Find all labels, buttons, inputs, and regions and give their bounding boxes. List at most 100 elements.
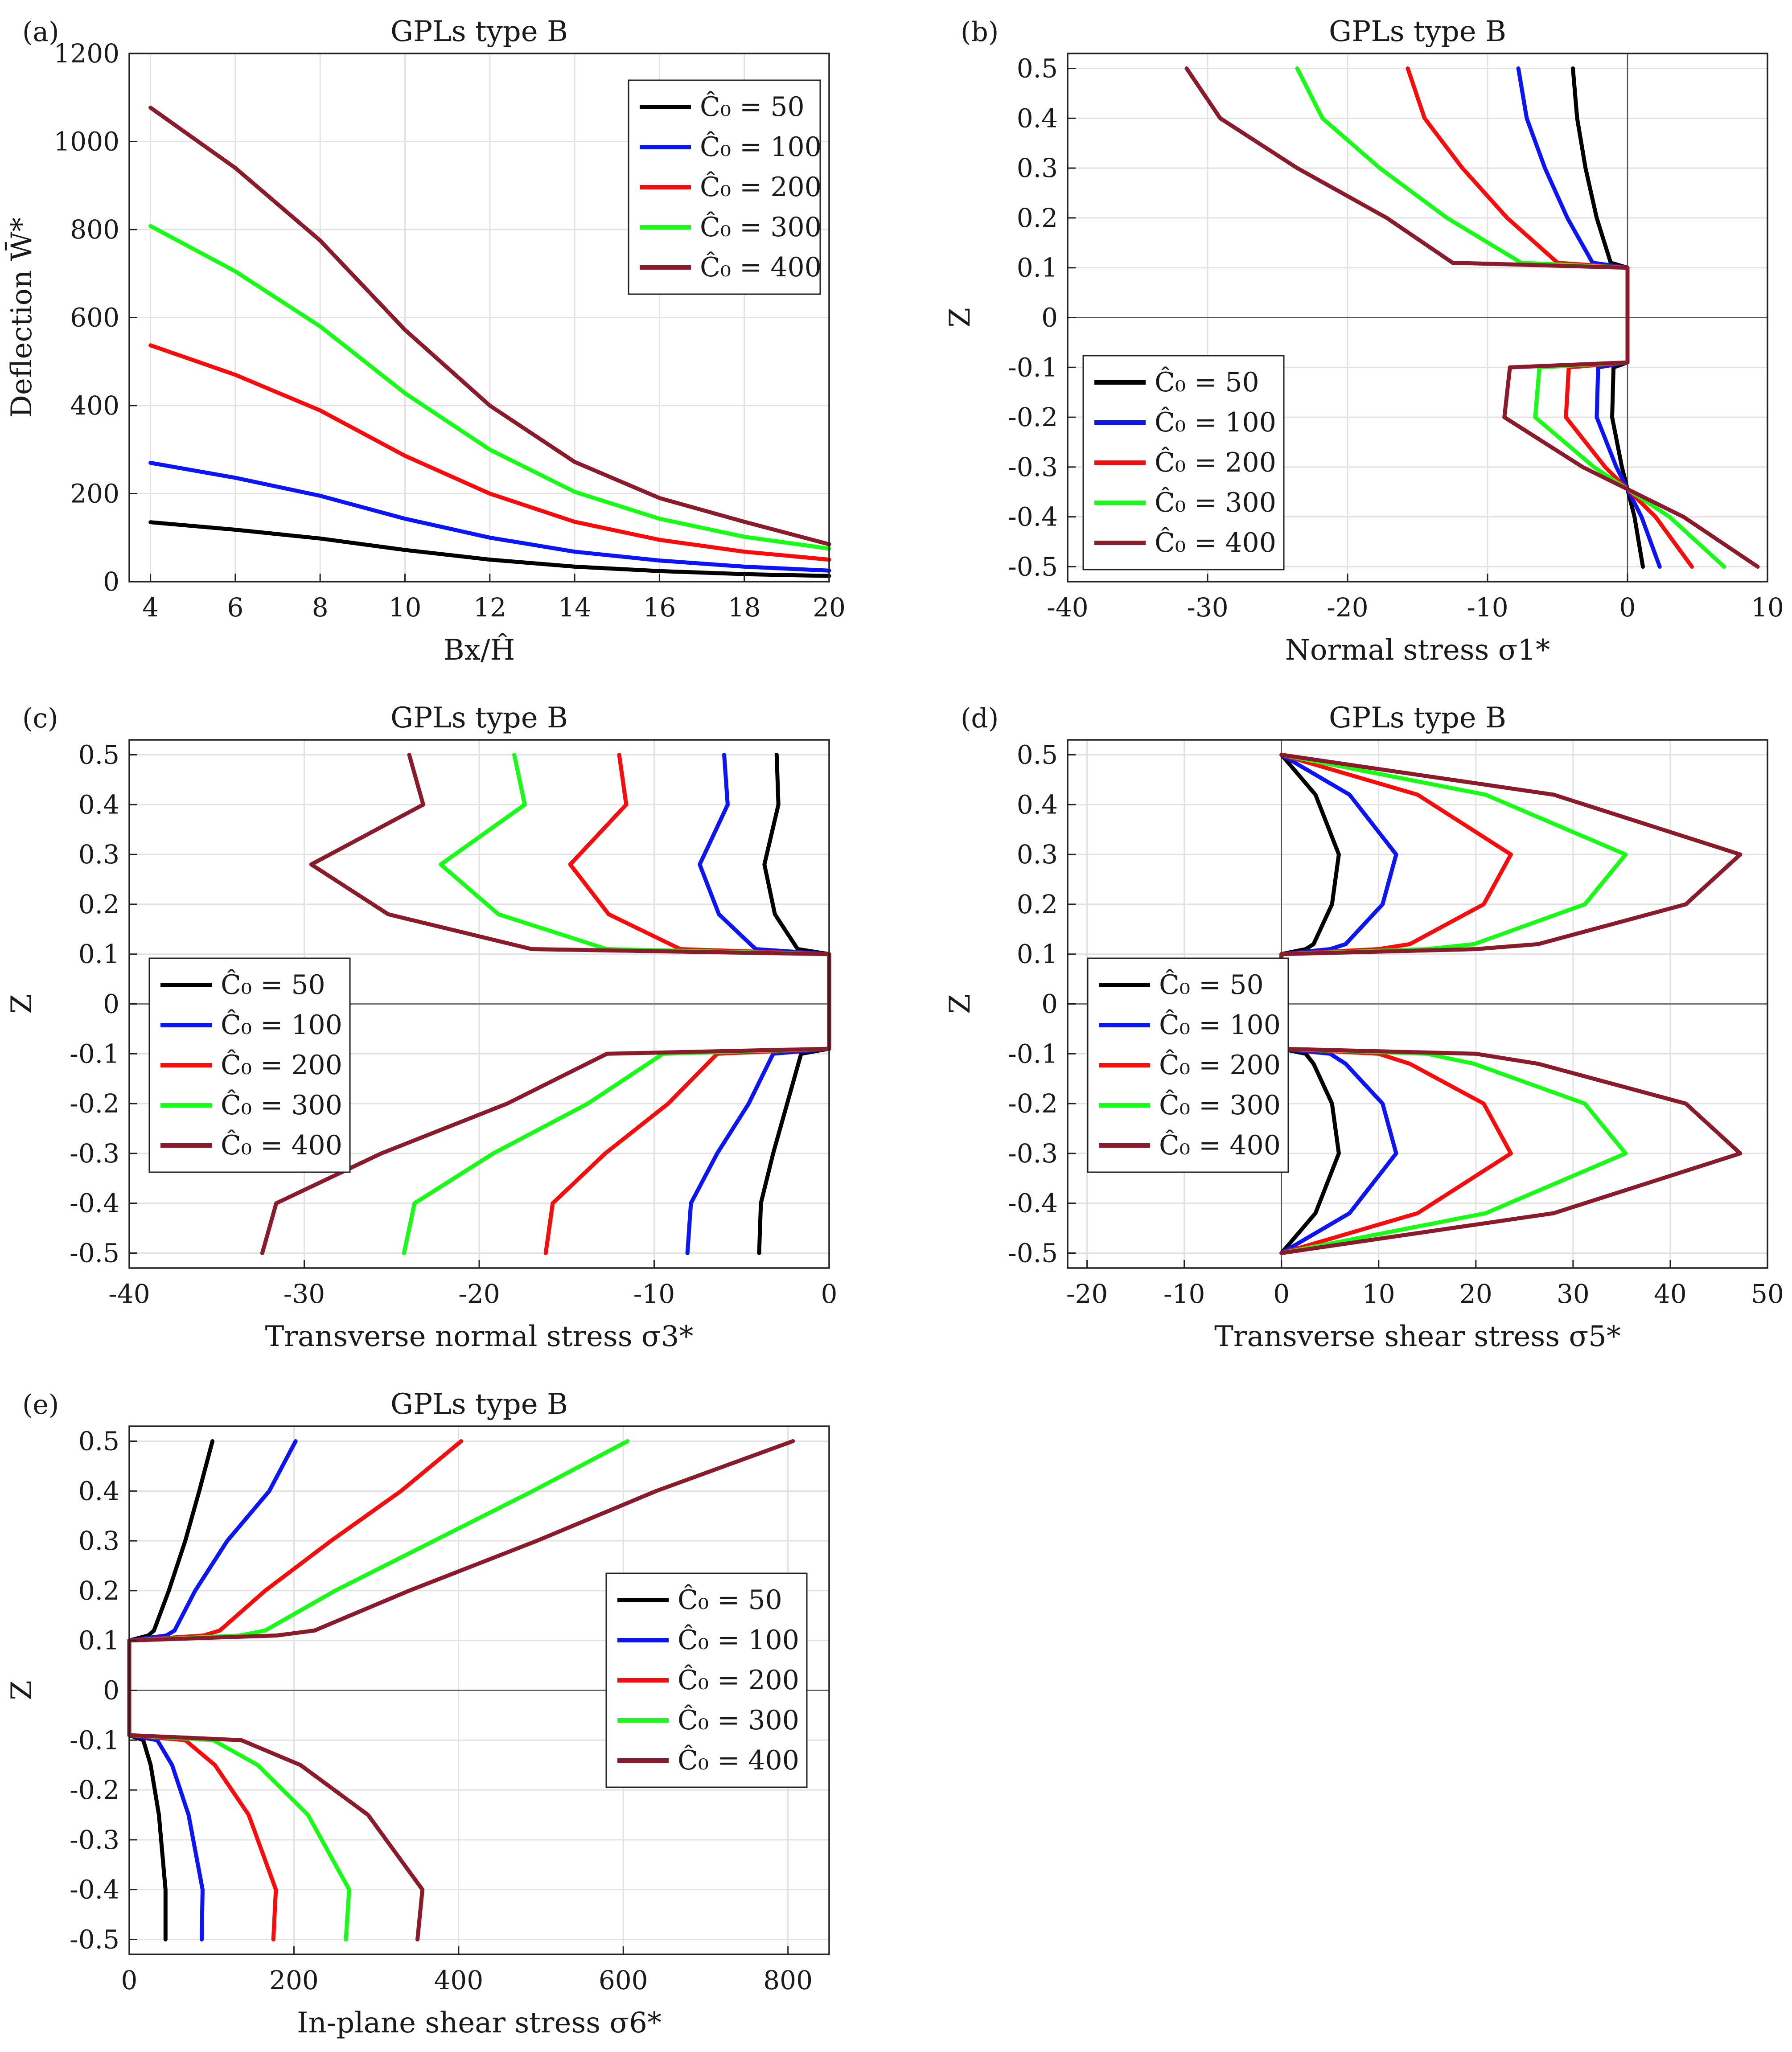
y-tick-label: 400	[70, 390, 119, 421]
chart-title: GPLs type B	[390, 702, 568, 735]
legend-label-c50: Ĉ₀ = 50	[678, 1584, 782, 1616]
y-tick-label: 0.2	[1017, 889, 1058, 919]
x-tick-label: -40	[1047, 592, 1088, 623]
x-tick-label: 6	[227, 592, 243, 623]
legend: Ĉ₀ = 50 Ĉ₀ = 100 Ĉ₀ = 200 Ĉ₀ = 300 Ĉ₀ = 400	[628, 79, 822, 295]
x-tick-label: -20	[458, 1279, 500, 1309]
x-tick-label: 400	[434, 1965, 483, 1995]
legend-label-c400: Ĉ₀ = 400	[678, 1744, 799, 1776]
y-tick-label: -0.4	[70, 1875, 119, 1905]
y-tick-label: 1200	[53, 38, 119, 69]
x-tick-label: -40	[108, 1279, 150, 1309]
panel-label: (b)	[961, 16, 999, 48]
legend-label-c50: Ĉ₀ = 50	[1155, 366, 1259, 398]
x-tick-label: 10	[1362, 1279, 1395, 1309]
y-tick-label: 0.2	[78, 889, 119, 919]
x-tick-label: 12	[473, 592, 506, 623]
x-tick-label: 800	[763, 1965, 813, 1995]
y-tick-label: -0.5	[70, 1924, 119, 1954]
y-tick-label: 0.4	[1017, 789, 1058, 820]
y-tick-label: 0.5	[1017, 53, 1058, 84]
legend-label-c300: Ĉ₀ = 300	[1155, 486, 1276, 518]
x-tick-label: 50	[1751, 1279, 1784, 1309]
y-tick-label: -0.4	[1008, 502, 1058, 532]
x-tick-label: 0	[821, 1279, 838, 1309]
legend-label-c100: Ĉ₀ = 100	[700, 131, 822, 163]
legend-label-c400: Ĉ₀ = 400	[221, 1129, 342, 1161]
legend-label-c200: Ĉ₀ = 200	[221, 1049, 342, 1081]
panel-b: -40 -30 -20 -10 0 10 -0.5 -0.4 -0.3 -0.2 -0.1 0 0.1 0…	[944, 15, 1784, 667]
x-axis-label: Transverse normal stress σ3*	[265, 1320, 694, 1353]
y-tick-label: 0.3	[1017, 153, 1058, 183]
y-tick-label: 0.5	[78, 1426, 119, 1457]
y-tick-label: 0.4	[78, 789, 119, 820]
x-tick-label: 10	[389, 592, 422, 623]
legend-label-c50: Ĉ₀ = 50	[221, 969, 325, 1001]
series-line-c300	[148, 224, 831, 551]
legend: Ĉ₀ = 50 Ĉ₀ = 100 Ĉ₀ = 200 Ĉ₀ = 300 Ĉ₀ = 400	[1087, 957, 1289, 1173]
legend-label-c100: Ĉ₀ = 100	[221, 1009, 342, 1041]
legend-label-c300: Ĉ₀ = 300	[700, 211, 822, 243]
x-tick-label: 40	[1654, 1279, 1687, 1309]
x-tick-label: 4	[142, 592, 159, 623]
y-tick-label: 0.1	[78, 939, 119, 969]
x-tick-label: 0	[1619, 592, 1636, 623]
series-line-c200	[148, 343, 831, 562]
x-tick-label: -10	[633, 1279, 675, 1309]
legend-label-c200: Ĉ₀ = 200	[1159, 1049, 1281, 1081]
y-tick-label: -0.3	[1008, 452, 1058, 482]
series-line-c400	[1184, 66, 1760, 569]
y-tick-label: 0.2	[1017, 203, 1058, 233]
legend: Ĉ₀ = 50 Ĉ₀ = 100 Ĉ₀ = 200 Ĉ₀ = 300 Ĉ₀ = 400	[605, 1572, 808, 1788]
y-tick-label: 0.5	[78, 740, 119, 770]
x-tick-label: 20	[813, 592, 846, 623]
x-axis-label: Transverse shear stress σ5*	[1214, 1320, 1621, 1353]
x-tick-label: -20	[1066, 1279, 1108, 1309]
panel-label: (e)	[22, 1389, 59, 1420]
x-tick-label: 20	[1459, 1279, 1492, 1309]
chart-title: GPLs type B	[390, 15, 568, 48]
y-tick-label: 0.5	[1017, 740, 1058, 770]
y-tick-label: 0.3	[78, 1526, 119, 1556]
y-tick-label: -0.5	[1008, 551, 1058, 582]
x-axis-label: Normal stress σ1*	[1285, 634, 1550, 667]
legend: Ĉ₀ = 50 Ĉ₀ = 100 Ĉ₀ = 200 Ĉ₀ = 300 Ĉ₀ = 400	[1082, 355, 1285, 570]
y-tick-label: -0.3	[1008, 1138, 1058, 1169]
series-line-c50	[148, 520, 831, 578]
x-tick-label: 14	[558, 592, 591, 623]
legend-label-c400: Ĉ₀ = 400	[1159, 1129, 1281, 1161]
x-tick-label: -30	[284, 1279, 325, 1309]
panel-a: 4 6 8 10 12 14 16 18 20020040060080010001200GPLs…	[4, 15, 846, 667]
chart-title: GPLs type B	[1329, 702, 1506, 735]
y-tick-label: 0	[1041, 989, 1058, 1019]
x-axis-label: Bx/Ĥ	[444, 633, 515, 667]
panel-c: -40 -30 -20 -10 0 -0.5 -0.4 -0.3 -0.2 -0.1 0 0.1 0.2…	[5, 702, 837, 1353]
y-tick-label: 800	[70, 214, 119, 245]
y-axis-label: Z	[944, 308, 977, 327]
y-tick-label: -0.3	[70, 1138, 119, 1169]
y-tick-label: -0.5	[70, 1238, 119, 1268]
y-tick-label: 0.1	[1017, 939, 1058, 969]
y-tick-label: 0	[1041, 303, 1058, 333]
chart-title: GPLs type B	[1329, 15, 1506, 48]
panel-label: (d)	[961, 703, 999, 734]
legend: Ĉ₀ = 50 Ĉ₀ = 100 Ĉ₀ = 200 Ĉ₀ = 300 Ĉ₀ = 400	[148, 957, 351, 1173]
legend-label-c50: Ĉ₀ = 50	[1159, 969, 1264, 1001]
y-tick-label: -0.1	[1008, 352, 1058, 382]
x-tick-label: 0	[121, 1965, 138, 1995]
x-tick-label: 200	[269, 1965, 319, 1995]
x-tick-label: -20	[1327, 592, 1368, 623]
legend-label-c100: Ĉ₀ = 100	[1155, 406, 1276, 438]
y-tick-label: -0.4	[70, 1188, 119, 1219]
y-tick-label: 0.3	[1017, 839, 1058, 870]
y-tick-label: -0.1	[70, 1725, 119, 1755]
y-tick-label: 1000	[53, 127, 119, 157]
y-tick-label: -0.2	[1008, 402, 1058, 432]
y-tick-label: 0.1	[1017, 253, 1058, 283]
legend-label-c300: Ĉ₀ = 300	[1159, 1089, 1281, 1121]
series-line-c400	[148, 106, 831, 546]
y-tick-label: -0.3	[70, 1825, 119, 1855]
x-axis-label: In-plane shear stress σ6*	[297, 2007, 662, 2040]
y-axis-label: Deflection W̄*	[4, 218, 38, 418]
x-tick-label: 600	[599, 1965, 648, 1995]
